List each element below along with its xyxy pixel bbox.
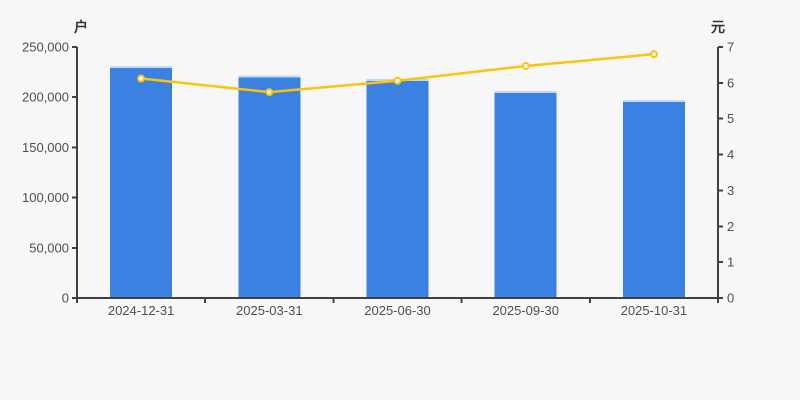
line-marker[interactable] bbox=[393, 76, 402, 85]
x-axis-category-label: 2025-10-31 bbox=[621, 303, 688, 318]
left-axis-tick-label: 250,000 bbox=[22, 40, 69, 55]
line-marker[interactable] bbox=[265, 88, 274, 97]
right-axis-tick-label: 1 bbox=[727, 255, 734, 270]
right-axis-unit-label: 元 bbox=[711, 19, 725, 35]
left-axis-tick-label: 200,000 bbox=[22, 90, 69, 105]
line-marker[interactable] bbox=[521, 62, 530, 71]
left-axis-tick-label: 150,000 bbox=[22, 140, 69, 155]
left-axis-unit-label: 户 bbox=[74, 19, 88, 35]
bar-top-cap bbox=[238, 75, 301, 78]
right-axis-tick-label: 4 bbox=[727, 147, 734, 162]
line-marker[interactable] bbox=[137, 74, 146, 83]
x-axis-category-label: 2025-06-30 bbox=[364, 303, 431, 318]
right-axis-tick-label: 6 bbox=[727, 75, 734, 90]
right-axis-tick-label: 7 bbox=[727, 40, 734, 55]
right-axis-tick-label: 5 bbox=[727, 111, 734, 126]
x-axis-category-label: 2025-03-31 bbox=[236, 303, 303, 318]
left-axis-tick-label: 100,000 bbox=[22, 190, 69, 205]
bar[interactable] bbox=[494, 91, 557, 298]
left-axis-tick-label: 0 bbox=[62, 291, 69, 306]
left-axis-tick-label: 50,000 bbox=[29, 240, 69, 255]
right-axis-tick-label: 2 bbox=[727, 219, 734, 234]
bar[interactable] bbox=[238, 75, 301, 297]
right-axis-tick-label: 3 bbox=[727, 183, 734, 198]
bar[interactable] bbox=[366, 79, 429, 298]
bar-top-cap bbox=[110, 66, 173, 69]
right-axis-tick-label: 0 bbox=[727, 291, 734, 306]
bar-top-cap bbox=[494, 91, 557, 94]
bar-top-cap bbox=[622, 100, 685, 103]
x-axis-category-label: 2024-12-31 bbox=[108, 303, 175, 318]
x-axis-category-label: 2025-09-30 bbox=[492, 303, 559, 318]
bar[interactable] bbox=[110, 66, 173, 298]
line-marker[interactable] bbox=[649, 50, 658, 59]
bar[interactable] bbox=[622, 100, 685, 297]
